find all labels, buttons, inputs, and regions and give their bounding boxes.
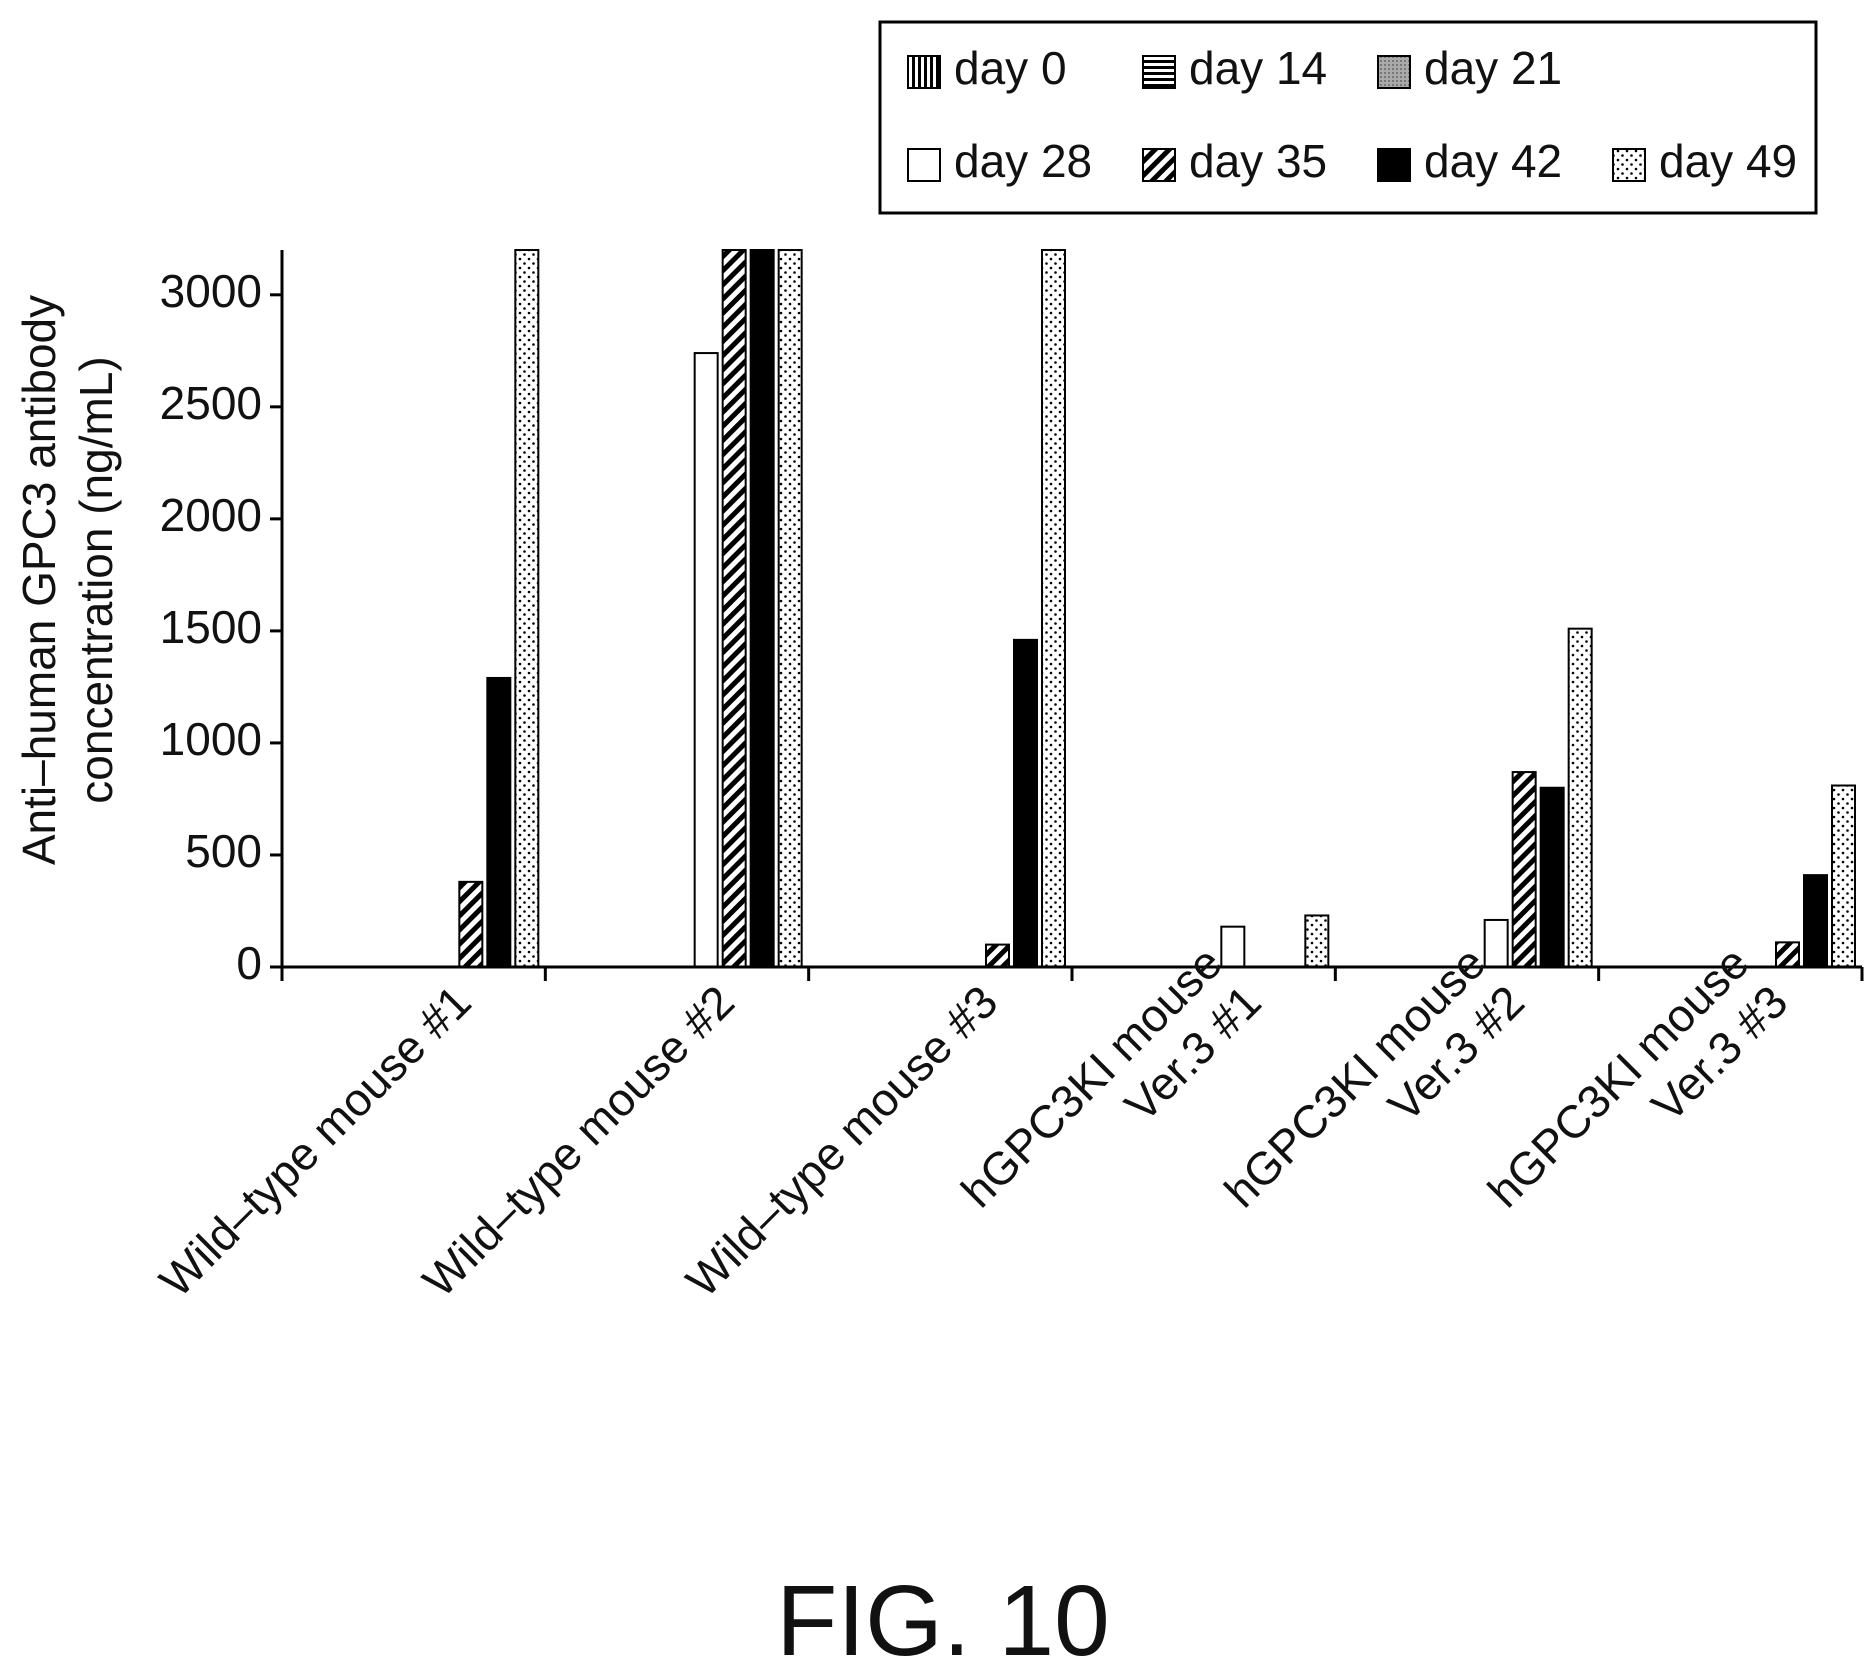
legend-label: day 35 — [1189, 135, 1327, 187]
bar-day-35-cat-6 — [1775, 941, 1800, 969]
legend-swatch — [1612, 148, 1646, 182]
bar-day-42-cat-3 — [1013, 638, 1038, 969]
bar-day-28-cat-5 — [1483, 918, 1509, 969]
y-axis-title-line-2: concentration (ng/mL) — [70, 356, 122, 803]
bar-day-42-cat-2 — [749, 249, 775, 968]
bar-day-35-cat-1 — [458, 880, 484, 969]
legend-label: day 21 — [1424, 42, 1562, 94]
bar-day-49-cat-3 — [1041, 249, 1066, 968]
legend-entry: day 0 — [907, 42, 1067, 94]
bar-day-49-cat-1 — [514, 249, 540, 968]
legend-entry: day 21 — [1377, 42, 1562, 94]
legend-label: day 42 — [1424, 135, 1562, 187]
bar-day-49-cat-6 — [1831, 784, 1856, 969]
y-tick-label: 1500 — [160, 601, 262, 653]
bar-day-42-cat-6 — [1803, 874, 1828, 969]
legend-swatch — [1377, 55, 1411, 89]
legend-label: day 28 — [954, 135, 1092, 187]
legend-entry: day 42 — [1377, 135, 1562, 187]
bar-day-35-cat-5 — [1511, 771, 1537, 968]
legend-entry: day 14 — [1142, 42, 1327, 94]
y-axis-title-line-1: Anti–human GPC3 antibody — [13, 295, 65, 865]
y-axis-title: Anti–human GPC3 antibody concentration (… — [13, 295, 122, 865]
bar-day-28-cat-4 — [1220, 925, 1246, 969]
bar-day-49-cat-4 — [1304, 914, 1330, 969]
y-tick-label: 1000 — [160, 713, 262, 765]
y-axis: 0 500 1000 1500 2000 2500 3000 — [160, 250, 284, 989]
bar-day-49-cat-2 — [777, 249, 803, 968]
legend-entry: day 35 — [1142, 135, 1327, 187]
bar-day-35-cat-2 — [721, 249, 747, 968]
legend-swatch — [1142, 148, 1176, 182]
legend-label: day 0 — [954, 42, 1067, 94]
y-tick-label: 500 — [185, 825, 262, 877]
bar-day-42-cat-5 — [1539, 786, 1565, 968]
y-tick-label: 0 — [236, 937, 262, 989]
bar-series — [458, 249, 1856, 969]
legend-swatch — [907, 55, 941, 89]
legend-entry: day 49 — [1612, 135, 1797, 187]
bar-day-28-cat-2 — [693, 352, 719, 969]
bar-day-35-cat-3 — [985, 943, 1010, 968]
legend-swatch — [907, 148, 941, 182]
y-tick-label: 3000 — [160, 265, 262, 317]
legend-frame — [878, 20, 1818, 215]
bar-day-42-cat-1 — [486, 676, 512, 968]
legend-label: day 49 — [1659, 135, 1797, 187]
chart-legend: day 0 day 14 day 21 day 28 day 35 day 42 day 4… — [878, 20, 1818, 215]
y-tick-label: 2500 — [160, 377, 262, 429]
y-tick-label: 2000 — [160, 489, 262, 541]
bar-day-49-cat-5 — [1567, 627, 1593, 969]
legend-entry: day 28 — [907, 135, 1092, 187]
legend-swatch — [1142, 55, 1176, 89]
legend-label: day 14 — [1189, 42, 1327, 94]
figure-label: FIG. 10 — [776, 1565, 1109, 1675]
legend-swatch — [1377, 148, 1411, 182]
